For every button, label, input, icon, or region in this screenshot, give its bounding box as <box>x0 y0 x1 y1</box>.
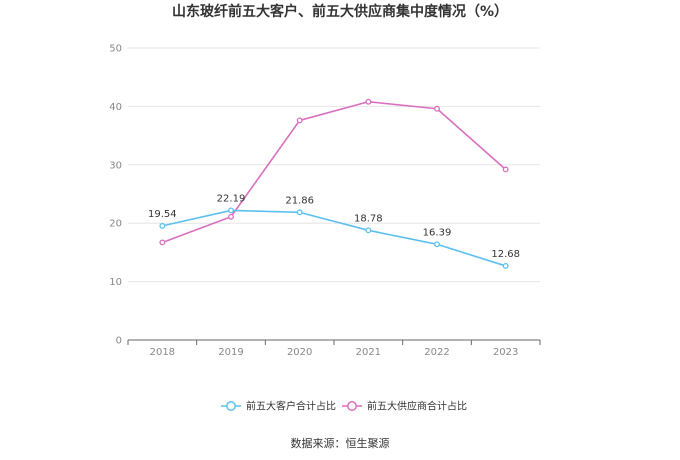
data-point-s1-2023[interactable] <box>502 166 509 173</box>
legend-label[interactable]: 前五大供应商合计占比 <box>367 400 467 413</box>
data-label: 12.68 <box>491 249 520 260</box>
data-point-s0-2020[interactable] <box>296 209 303 216</box>
data-point-s1-2022[interactable] <box>434 105 440 112</box>
data-point-s0-2021[interactable] <box>365 227 372 234</box>
chart-title: 山东玻纤前五大客户、前五大供应商集中度情况（%） <box>172 3 508 20</box>
series <box>159 98 509 269</box>
data-point-s0-2018[interactable] <box>159 222 166 229</box>
data-label: 18.78 <box>354 213 383 224</box>
y-tick-label: 40 <box>109 102 122 113</box>
data-label: 22.19 <box>217 193 246 204</box>
gridlines <box>128 47 540 283</box>
data-point-s0-2022[interactable] <box>434 241 440 248</box>
data-point-s1-2019[interactable] <box>228 213 234 220</box>
data-label: 21.86 <box>285 195 314 206</box>
x-tick-label: 2019 <box>218 347 243 358</box>
data-point-s1-2020[interactable] <box>296 117 303 124</box>
y-tick-label: 50 <box>109 44 122 55</box>
axes: 0 10 20 30 40 50 2018 2019 2020 2021 2022 2023 <box>109 44 541 358</box>
data-point-s0-2023[interactable] <box>502 262 509 269</box>
series-line-1 <box>162 100 507 244</box>
data-label: 19.54 <box>148 209 177 220</box>
series-line-0 <box>162 209 506 267</box>
x-tick-label: 2021 <box>356 347 381 358</box>
legend: 前五大客户合计占比 前五大供应商合计占比 <box>221 400 467 413</box>
y-tick-label: 20 <box>109 219 122 230</box>
legend-marker[interactable] <box>347 401 357 411</box>
data-label: 16.39 <box>423 227 452 238</box>
data-labels: 19.54 22.19 21.86 18.78 16.39 12.68 <box>148 193 520 260</box>
y-tick-label: 30 <box>109 160 122 171</box>
source-note: 数据来源：恒生聚源 <box>291 436 390 450</box>
x-tick-label: 2020 <box>287 347 312 358</box>
data-point-s0-2019[interactable] <box>228 207 234 214</box>
x-tick-label: 2018 <box>150 347 175 358</box>
data-point-s1-2021[interactable] <box>365 98 372 105</box>
y-tick-label: 0 <box>116 336 122 347</box>
legend-marker[interactable] <box>226 401 236 411</box>
x-tick-label: 2023 <box>493 347 518 358</box>
data-point-s1-2018[interactable] <box>159 239 166 246</box>
x-tick-label: 2022 <box>424 347 449 358</box>
y-tick-label: 10 <box>109 277 122 288</box>
legend-label[interactable]: 前五大客户合计占比 <box>246 400 336 413</box>
